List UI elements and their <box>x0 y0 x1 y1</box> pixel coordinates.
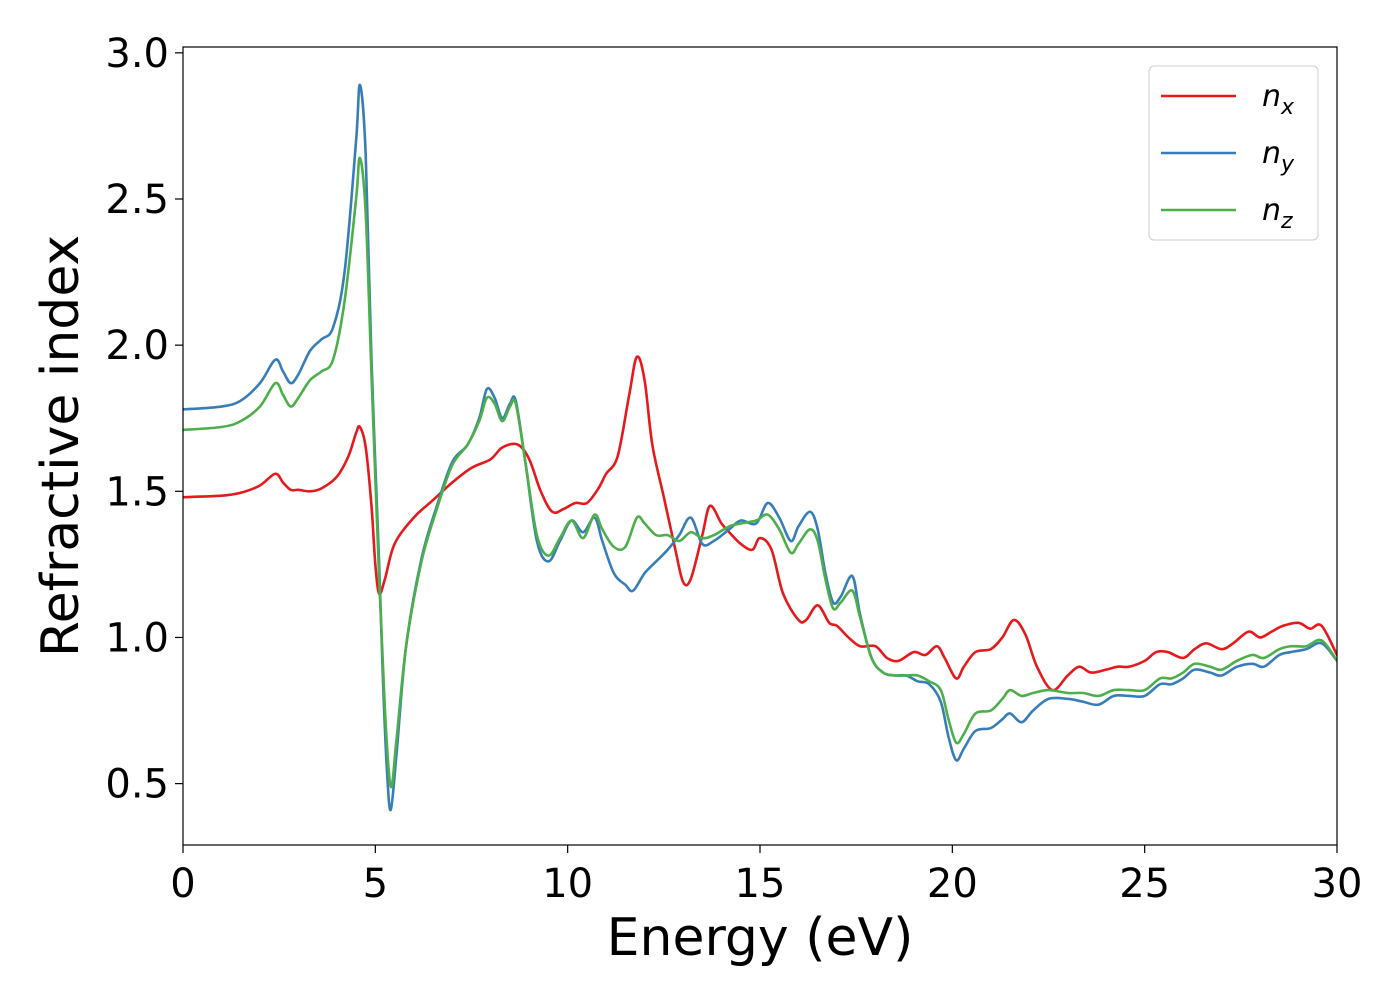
y-axis-title: Refractive index <box>31 235 91 657</box>
y-tick-label: 2.0 <box>105 323 169 369</box>
legend-label-x: nx <box>1262 79 1295 120</box>
x-tick-label: 20 <box>927 861 978 907</box>
x-tick-label: 5 <box>363 861 388 907</box>
x-tick-label: 25 <box>1119 861 1170 907</box>
y-tick-label: 0.5 <box>105 762 169 808</box>
x-axis-title: Energy (eV) <box>607 908 914 968</box>
y-tick-label: 1.5 <box>105 469 169 515</box>
x-tick-label: 30 <box>1312 861 1363 907</box>
series-line-z <box>183 156 1337 789</box>
axis-ticks: 0 5 10 15 20 25 30 0.5 1.0 1.5 2.0 2.5 3.0 <box>105 31 1362 907</box>
y-tick-label: 1.0 <box>105 615 169 661</box>
x-tick-label: 0 <box>170 861 195 907</box>
x-tick-label: 15 <box>735 861 786 907</box>
y-tick-label: 2.5 <box>105 177 169 223</box>
legend-label-z: nz <box>1262 193 1293 234</box>
series-lines <box>183 83 1337 812</box>
legend-label-y: ny <box>1262 136 1295 177</box>
y-tick-label: 3.0 <box>105 31 169 77</box>
series-line-x <box>183 355 1337 692</box>
legend: nx ny nz <box>1148 65 1319 241</box>
x-tick-label: 10 <box>542 861 593 907</box>
